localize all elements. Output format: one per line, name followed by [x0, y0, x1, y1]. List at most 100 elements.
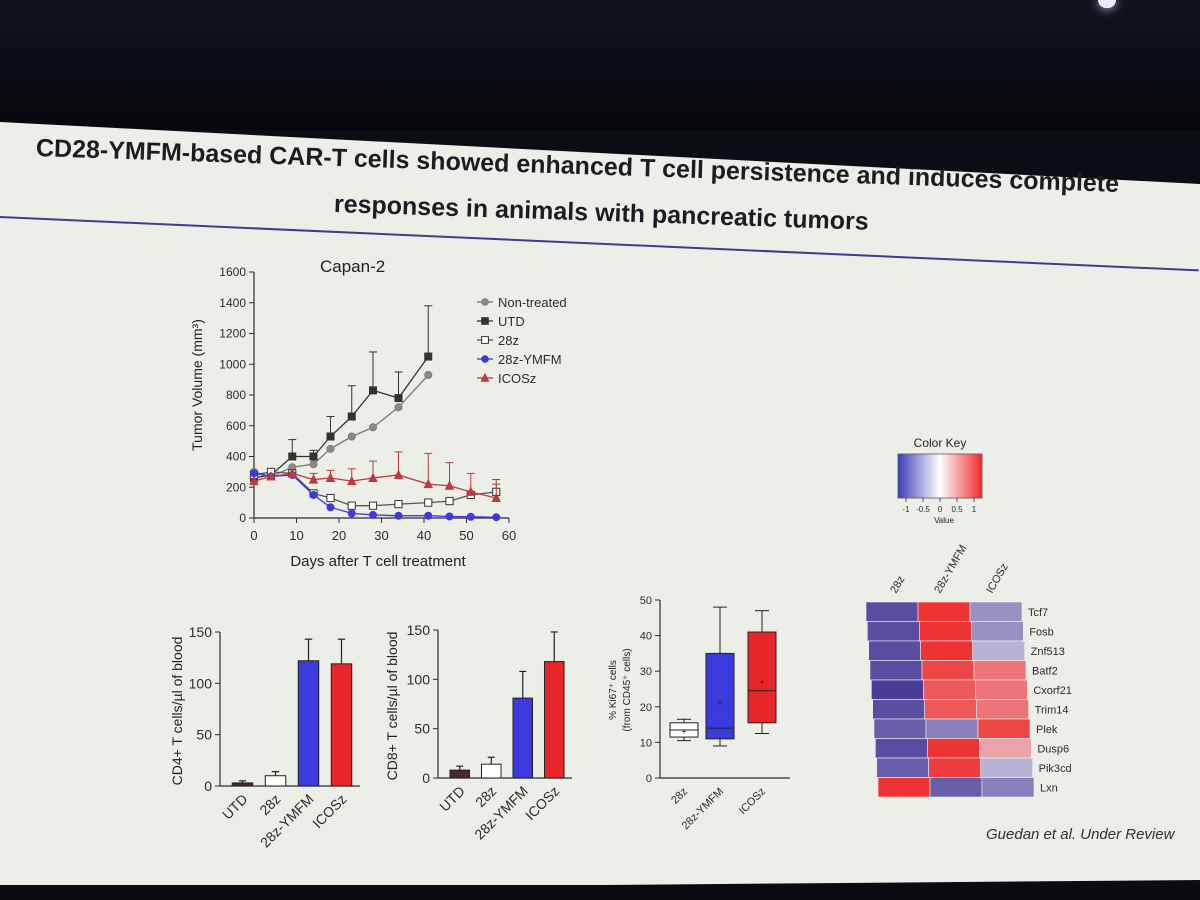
heatmap-cell: [868, 640, 921, 661]
data-point: [309, 452, 318, 461]
data-point: [266, 470, 276, 481]
heatmap-cell: [917, 601, 971, 622]
row-label: Cxorf21: [1033, 685, 1072, 697]
heatmap-cell: [919, 621, 972, 642]
color-key-tick-label: 0.5: [951, 505, 963, 514]
stage-floor: [0, 885, 1200, 900]
x-tick-label: UTD: [219, 791, 251, 823]
y-axis-label-line-1: % Ki67⁺ cells: [608, 660, 619, 720]
y-tick-label: 30: [640, 666, 652, 678]
data-point: [394, 394, 403, 403]
heatmap-cell: [875, 738, 928, 759]
mean-marker: +: [759, 677, 764, 687]
legend: Non-treated UTD 28z 28z-YMFM ICOSz: [477, 295, 567, 386]
heatmap-cell: [869, 660, 923, 681]
data-point: [368, 501, 378, 510]
heatmap-cell: [925, 718, 979, 739]
legend-label: UTD: [498, 314, 525, 329]
data-point: [309, 460, 318, 469]
row-label: Plek: [1036, 724, 1058, 736]
legend-marker: [481, 355, 489, 363]
bar-group-28z: 28z: [472, 756, 502, 810]
x-tick-label: 30: [374, 528, 388, 543]
tumor-growth-chart: Capan-2 Tumor Volume (mm³) Days after T …: [189, 257, 567, 570]
x-tick-label: 10: [289, 528, 303, 543]
data-point: [368, 386, 377, 395]
y-tick-label: 1000: [219, 357, 246, 371]
data-point: [347, 432, 356, 441]
y-tick-label: 100: [189, 675, 213, 691]
color-key-tick-label: 1: [972, 505, 977, 514]
boxes: +28z+28z-YMFM+ICOSz: [669, 606, 777, 832]
data-point: [466, 486, 476, 496]
data-point: [347, 509, 356, 518]
y-tick-label: 400: [226, 450, 246, 464]
color-key-tick-label: 0: [938, 505, 943, 514]
data-point: [325, 472, 336, 483]
heatmap-cell: [980, 757, 1033, 778]
data-point: [445, 512, 454, 521]
data-point: [326, 432, 335, 441]
data-point: [368, 423, 377, 432]
row-label: Fosb: [1029, 626, 1053, 638]
bar: [297, 660, 320, 787]
y-tick-label: 200: [226, 480, 246, 494]
y-tick-label: 800: [226, 388, 246, 402]
legend-item: Non-treated: [477, 295, 567, 310]
box-icosz: + ICOSz: [737, 610, 777, 817]
data-point: [326, 444, 335, 453]
heatmap-cell: [981, 777, 1035, 798]
mean-marker: +: [717, 698, 722, 708]
heatmap-cell: [972, 640, 1025, 661]
y-tick-label: 0: [422, 770, 430, 786]
heatmap-cell: [877, 777, 931, 798]
row-label: Dusp6: [1037, 743, 1069, 755]
legend-label: ICOSz: [498, 371, 536, 386]
column-label: 28z-YMFM: [932, 543, 969, 596]
y-axis-label-line-2: (from CD45⁺ cells): [622, 648, 633, 731]
row-label: Pik3cd: [1039, 763, 1072, 775]
bar: [449, 769, 471, 779]
color-key-ticks: -1 -0.5 0 0.5 1: [902, 498, 977, 514]
legend-label: 28z-YMFM: [498, 352, 562, 367]
column-label: ICOSz: [984, 561, 1011, 595]
data-point: [423, 478, 433, 489]
data-point: [309, 490, 318, 499]
legend-label: Non-treated: [498, 295, 567, 310]
heatmap-cell: [865, 601, 919, 622]
heatmap-cell: [928, 757, 981, 778]
y-tick-label: 1400: [219, 296, 246, 310]
y-tick-label: 150: [407, 622, 431, 638]
x-tick-label: 0: [250, 528, 257, 543]
y-tick-label: 50: [640, 595, 652, 607]
y-tick-label: 600: [226, 419, 246, 433]
heatmap-cells: [865, 601, 1035, 798]
data-point: [394, 511, 403, 520]
data-point: [393, 469, 404, 479]
bar: [480, 763, 502, 779]
ki67-box-plot: % Ki67⁺ cells (from CD45⁺ cells) 0 10 20 30…: [608, 595, 790, 832]
heatmap-cell: [921, 660, 975, 681]
data-point: [424, 511, 433, 520]
row-label: Lxn: [1040, 782, 1058, 794]
y-tick-label: 150: [189, 624, 213, 640]
heatmap-cell: [929, 777, 983, 798]
heatmap-cell: [867, 621, 920, 642]
heatmap-cell: [872, 699, 925, 720]
box-28z: +28z: [669, 718, 699, 807]
series-line: [253, 472, 497, 499]
mean-marker: +: [681, 727, 686, 737]
data-point: [424, 352, 433, 361]
box: [705, 652, 735, 740]
bar-group-28z-ymfm: 28z-YMFM: [471, 670, 534, 843]
y-tick-label: 1200: [219, 327, 246, 341]
data-point: [445, 496, 454, 506]
series-line: [253, 356, 429, 479]
bar: [264, 775, 287, 787]
color-key-title: Color Key: [914, 436, 967, 450]
heatmap-cell: [975, 679, 1028, 700]
y-tick-label: 100: [407, 671, 431, 687]
x-tick-label: 60: [502, 528, 516, 543]
